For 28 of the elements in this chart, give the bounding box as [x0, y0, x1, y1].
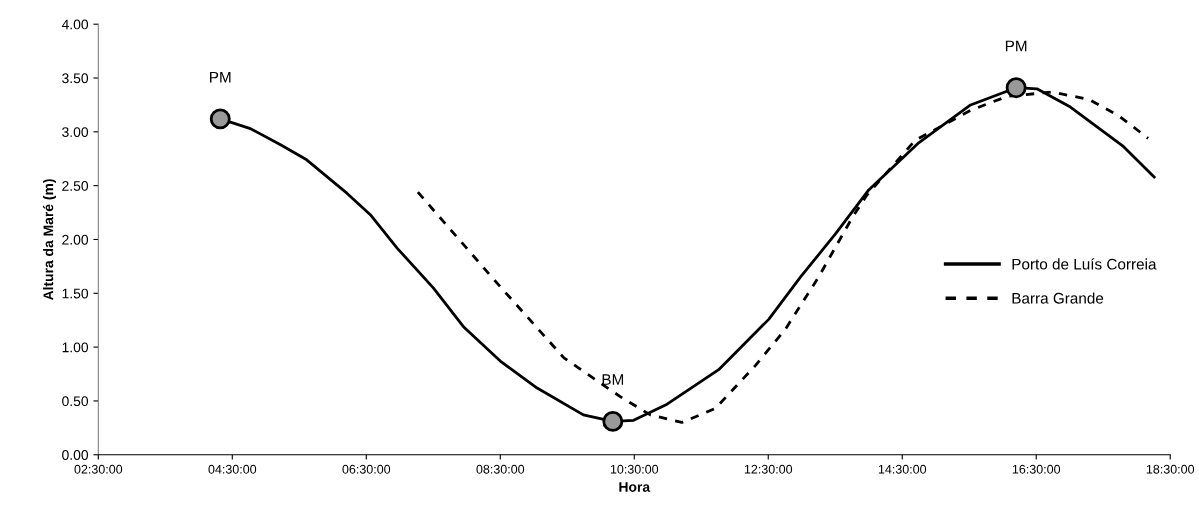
- annotation: PM: [1005, 40, 1027, 52]
- y-tick-label: 2.50: [62, 180, 89, 191]
- x-tick-label: 16:30:00: [1012, 464, 1061, 474]
- x-tick-label: 04:30:00: [208, 464, 257, 474]
- y-tick-label: 1.50: [62, 288, 89, 299]
- point: [1005, 77, 1027, 99]
- point: [602, 410, 624, 432]
- annotation: PM: [210, 71, 231, 83]
- y-tick-label: 4.00: [61, 19, 89, 30]
- x-tick-label: 18:30:00: [1146, 464, 1195, 474]
- y-tick-label: 3.50: [62, 73, 89, 84]
- y-tick-label: 0.00: [62, 450, 89, 460]
- point: [209, 108, 231, 130]
- y-tick-label: 3.00: [62, 127, 89, 138]
- x-tick-label: 02:30:00: [74, 464, 123, 474]
- legend-label: Porto de Luís Correia: [1012, 258, 1157, 270]
- x-tick-label: 10:30:00: [610, 464, 659, 474]
- y-tick-label: 2.00: [62, 234, 89, 245]
- x-tick-label: 14:30:00: [878, 464, 927, 474]
- x-tick-label: 08:30:00: [476, 464, 525, 474]
- x-tick-label: 06:30:00: [342, 464, 391, 474]
- y-tick-label: 0.50: [62, 396, 89, 407]
- annotation: BM: [602, 374, 624, 385]
- x-tick-label: 12:30:00: [744, 464, 793, 474]
- legend-label: Barra Grande: [1012, 292, 1104, 304]
- y-tick-label: 1.00: [62, 342, 89, 353]
- x-axis-title: Hora: [619, 482, 651, 492]
- y-axis-title: Altura da Maré (m): [42, 179, 57, 301]
